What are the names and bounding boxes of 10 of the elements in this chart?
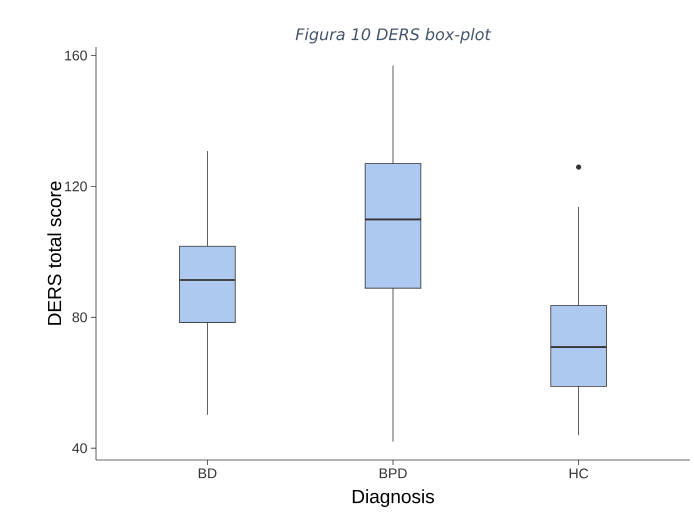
y-tick-label: 80 [72,312,87,322]
chart-title: Figura 10 DERS box-plot [296,28,492,44]
y-tick-label: 120 [65,181,87,192]
x-axis-title: Diagnosis [352,489,434,507]
x-tick-label: HC [570,468,588,478]
y-tick-label: 160 [65,50,87,60]
x-tick-label: BD [198,468,216,478]
y-axis-title: DERS total score [47,182,62,325]
x-tick-label: BPD [380,468,407,478]
y-tick-label: 40 [72,443,87,454]
